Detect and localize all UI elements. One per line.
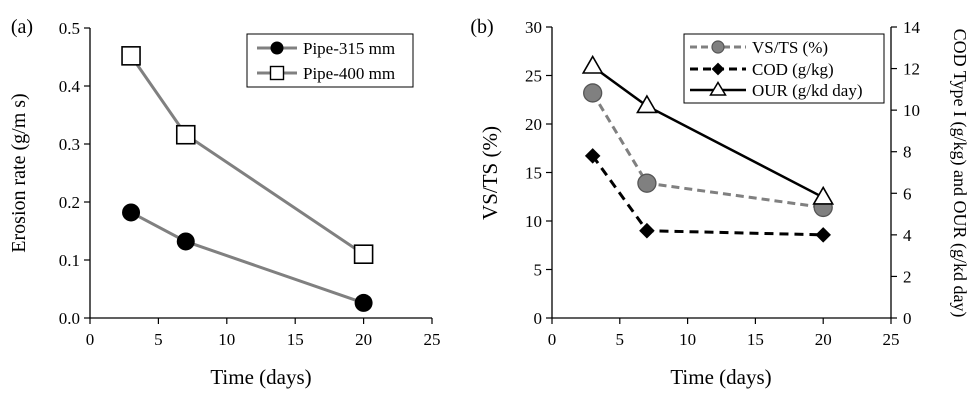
panel-b-y2-tick-label-7: 14 — [903, 18, 921, 37]
panel-b-series-1-point-0 — [584, 148, 601, 164]
legend-b-swatch-marker-3 — [709, 81, 727, 96]
panel-a-axes — [89, 28, 432, 319]
panel-a-series-0-point-1 — [176, 232, 195, 251]
panel-a-series-1-point-1 — [175, 124, 196, 145]
panel-b-series-2-point-2 — [812, 185, 835, 205]
legend-b-label-1: VS/TS (%) — [752, 38, 828, 57]
panel-b-legend: VS/TS (%) COD (g/kg) OUR (g/kd day) — [683, 33, 885, 104]
panel-b-series-2-point-0 — [581, 54, 604, 74]
panel-b-y2-tick-label-3: 6 — [903, 184, 912, 203]
panel-a-series-0-line — [130, 211, 365, 305]
legend-b-label-3: OUR (g/kd day) — [752, 81, 862, 100]
panel-b-y2-tick-label-6: 12 — [903, 60, 920, 79]
panel-a-y-tick-label-2: 0.2 — [59, 193, 80, 212]
panel-a-x-tick-label-5: 25 — [424, 330, 441, 349]
panel-a: (a) 0 5 10 15 20 25 0.0 0.1 0.2 0.3 0.4 0.5 Time (d… — [8, 16, 441, 389]
panel-a-label: (a) — [11, 16, 33, 38]
legend-a-label-1: Pipe-315 mm — [303, 39, 395, 58]
panel-b-y2-tick-label-1: 2 — [903, 267, 912, 286]
panel-b-y2-axis-title: COD Type I (g/kg) and OUR (g/kd day) — [949, 29, 968, 318]
panel-a-ticks: 0 5 10 15 20 25 0.0 0.1 0.2 0.3 0.4 0.5 — [59, 19, 441, 349]
panel-b-y2-tick-label-5: 10 — [903, 101, 920, 120]
panel-a-series-0-point-2 — [354, 293, 373, 312]
panel-b-series-1-point-2 — [815, 227, 831, 243]
panel-b-y2-tick-label-0: 0 — [903, 309, 912, 328]
panel-b-y-tick-label-0: 0 — [534, 309, 543, 328]
panel-b-series-1-point-1 — [639, 222, 655, 239]
panel-a-marks — [121, 46, 374, 312]
panel-b-y-tick-label-6: 30 — [525, 18, 542, 37]
panel-b-y2-tick-label-4: 8 — [903, 143, 912, 162]
panel-a-x-axis-title: Time (days) — [210, 365, 311, 389]
panel-b-y2-tick-label-2: 4 — [903, 226, 912, 245]
panel-a-x-tick-label-4: 20 — [355, 330, 372, 349]
panel-a-series-0-point-0 — [122, 203, 141, 222]
panel-b-y-tick-label-5: 25 — [525, 67, 542, 86]
panel-b-x-axis-title: Time (days) — [670, 365, 771, 389]
panel-a-x-tick-label-3: 15 — [287, 330, 304, 349]
panel-a-x-tick-label-0: 0 — [86, 330, 95, 349]
legend-b-swatch-marker-1 — [711, 40, 725, 54]
panel-a-series-1-point-2 — [353, 244, 374, 264]
panel-a-x-tick-label-2: 10 — [218, 330, 235, 349]
panel-b-y-axis-title: VS/TS (%) — [478, 126, 502, 220]
legend-a-swatch-marker-1 — [270, 41, 284, 55]
panel-b-series-0-line — [591, 92, 824, 209]
panel-a-y-tick-label-0: 0.0 — [59, 309, 80, 328]
legend-a-label-2: Pipe-400 mm — [303, 64, 395, 83]
panel-a-y-tick-label-4: 0.4 — [59, 77, 81, 96]
panel-b-y-tick-label-1: 5 — [534, 261, 543, 280]
panel-b-x-tick-label-3: 15 — [747, 330, 764, 349]
panel-b-series-0-point-1 — [637, 173, 657, 193]
panel-a-y-tick-label-1: 0.1 — [59, 251, 80, 270]
legend-a-swatch-marker-2 — [269, 65, 285, 81]
panel-a-y-tick-label-3: 0.3 — [59, 135, 80, 154]
panel-a-x-tick-label-1: 5 — [154, 330, 163, 349]
panel-b-x-tick-label-5: 25 — [883, 330, 900, 349]
panel-b-x-tick-label-4: 20 — [815, 330, 832, 349]
panel-a-y-axis-title: Erosion rate (g/m s) — [8, 93, 30, 252]
panel-b-marks — [581, 54, 835, 243]
panel-a-y-tick-label-5: 0.5 — [59, 19, 80, 38]
panel-b-series-1-line — [591, 154, 824, 237]
legend-b-label-2: COD (g/kg) — [752, 60, 834, 79]
panel-b-y-tick-label-4: 20 — [525, 115, 542, 134]
panel-b-series-2-point-1 — [636, 94, 658, 114]
panel-b-x-tick-label-1: 5 — [616, 330, 625, 349]
panel-a-series-1-point-0 — [121, 46, 141, 66]
panel-b-x-tick-label-0: 0 — [548, 330, 557, 349]
panel-b-x-tick-label-2: 10 — [679, 330, 696, 349]
panel-b-y-tick-label-3: 15 — [525, 164, 542, 183]
panel-b-y-tick-label-2: 10 — [525, 212, 542, 231]
panel-b-label: (b) — [470, 16, 493, 38]
panel-a-legend: Pipe-315 mm Pipe-400 mm — [246, 33, 414, 88]
panel-b-series-0-point-0 — [583, 83, 603, 103]
